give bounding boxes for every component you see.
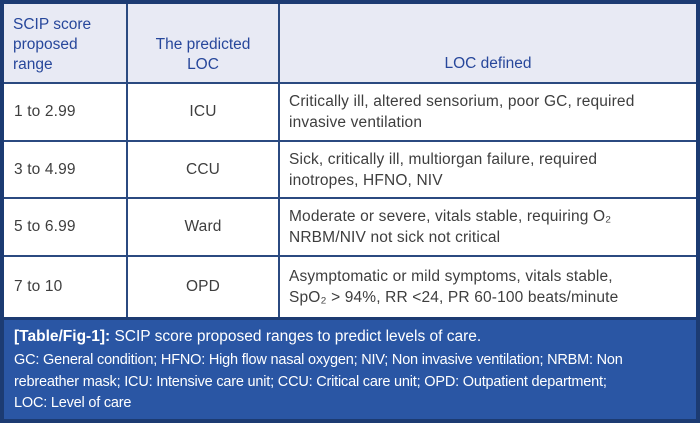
definition-cell: Sick, critically ill, multiorgan failure… bbox=[280, 142, 696, 199]
definition-text: Sick, critically ill, multiorgan failure… bbox=[289, 150, 598, 189]
figure-caption-label: [Table/Fig-1]: bbox=[14, 328, 111, 345]
range-cell: 7 to 10 bbox=[4, 257, 128, 317]
range-cell: 3 to 4.99 bbox=[4, 142, 128, 199]
figure-caption: [Table/Fig-1]: SCIP score proposed range… bbox=[14, 327, 686, 347]
range-value: 1 to 2.99 bbox=[14, 103, 76, 120]
loc-cell: ICU bbox=[128, 84, 280, 142]
figure-caption-band: [Table/Fig-1]: SCIP score proposed range… bbox=[4, 317, 696, 419]
definition-text: Moderate or severe, vitals stable, requi… bbox=[289, 208, 612, 246]
loc-value: CCU bbox=[185, 160, 221, 178]
header-cell-predicted-loc: The predicted LOC bbox=[128, 4, 280, 84]
figure-caption-text: SCIP score proposed ranges to predict le… bbox=[114, 328, 482, 345]
header-label-loc-defined: LOC defined bbox=[444, 55, 532, 72]
definition-text: Asymptomatic or mild symptoms, vitals st… bbox=[289, 268, 619, 306]
definition-cell: Critically ill, altered sensorium, poor … bbox=[280, 84, 696, 142]
scip-score-table: SCIP score proposed range The predicted … bbox=[4, 4, 696, 317]
abbreviations-legend: GC: General condition; HFNO: High flow n… bbox=[14, 352, 623, 411]
range-cell: 5 to 6.99 bbox=[4, 199, 128, 257]
range-value: 7 to 10 bbox=[14, 278, 63, 295]
definition-cell: Moderate or severe, vitals stable, requi… bbox=[280, 199, 696, 257]
header-label-scip-range: SCIP score proposed range bbox=[13, 16, 92, 73]
definition-text: Critically ill, altered sensorium, poor … bbox=[289, 93, 635, 131]
definition-cell: Asymptomatic or mild symptoms, vitals st… bbox=[280, 257, 696, 317]
range-value: 5 to 6.99 bbox=[14, 218, 76, 235]
range-cell: 1 to 2.99 bbox=[4, 84, 128, 142]
range-value: 3 to 4.99 bbox=[14, 160, 76, 178]
loc-cell: Ward bbox=[128, 199, 280, 257]
loc-value: Ward bbox=[184, 218, 222, 235]
loc-cell: OPD bbox=[128, 257, 280, 317]
header-label-predicted-loc: The predicted LOC bbox=[155, 36, 251, 73]
loc-cell: CCU bbox=[128, 142, 280, 199]
loc-value: ICU bbox=[189, 103, 217, 120]
header-cell-scip-range: SCIP score proposed range bbox=[4, 4, 128, 84]
header-cell-loc-defined: LOC defined bbox=[280, 4, 696, 84]
loc-value: OPD bbox=[185, 278, 221, 295]
